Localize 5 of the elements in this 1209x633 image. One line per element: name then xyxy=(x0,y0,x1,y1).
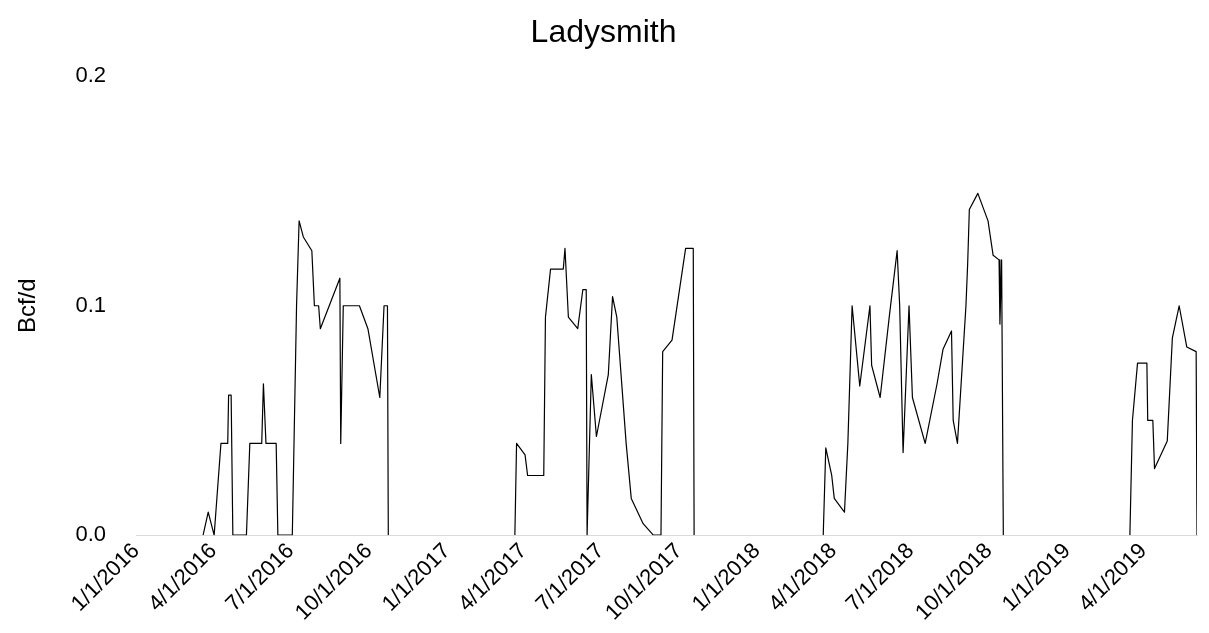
y-tick-label: 0.2 xyxy=(75,62,106,88)
y-axis-title: Bcf/d xyxy=(13,278,41,334)
y-tick-label: 0.0 xyxy=(75,521,106,547)
y-tick-label: 0.1 xyxy=(75,291,106,317)
chart-title: Ladysmith xyxy=(530,13,677,50)
